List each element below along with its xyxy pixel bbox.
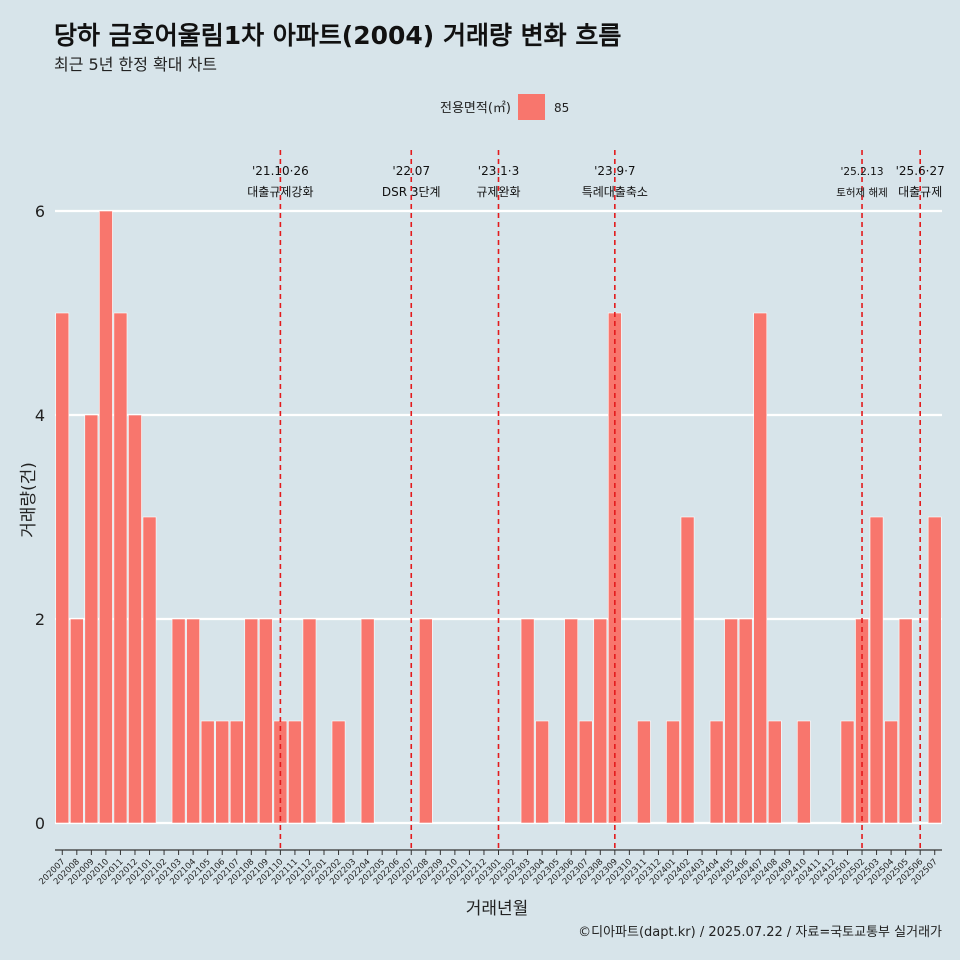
event-date-label: '23.1·3 [478, 164, 519, 178]
y-tick-label: 6 [35, 202, 45, 221]
event-label: 특례대출축소 [582, 185, 648, 199]
bar [128, 414, 142, 824]
y-tick-label: 2 [35, 610, 45, 629]
bar [113, 312, 128, 824]
bar [840, 720, 855, 824]
y-tick-label: 0 [35, 814, 45, 833]
bar [142, 516, 157, 824]
bar [738, 618, 753, 824]
bar [302, 618, 317, 824]
y-tick-label: 4 [35, 406, 45, 425]
event-markers: '21.10·26 대출규제강화 '22.07 DSR 3단계 '23.1·3 규제완화 '… [247, 150, 945, 850]
bar [520, 618, 535, 824]
event-label: 대출규제 [898, 185, 942, 199]
caption: ©디아파트(dapt.kr) / 2025.07.22 / 자료=국토교통부 실… [578, 925, 942, 940]
bar [709, 720, 724, 824]
axes: 2020072020082020092020102020112020122021… [37, 849, 942, 887]
bar [69, 618, 84, 824]
bar [884, 720, 898, 824]
bars [55, 210, 942, 824]
event-label: DSR 3단계 [382, 185, 441, 199]
bar [869, 516, 884, 824]
bar [578, 720, 593, 824]
event-label: 규제완화 [476, 185, 520, 199]
bar [215, 720, 230, 824]
bar [724, 618, 738, 824]
bar [259, 618, 273, 824]
bar [288, 720, 302, 824]
bar [244, 618, 259, 824]
bar [55, 312, 70, 824]
bar [637, 720, 651, 824]
bar [753, 312, 768, 824]
legend-swatch [518, 94, 545, 120]
bar [418, 618, 433, 824]
bar [593, 618, 608, 824]
bar [229, 720, 244, 824]
chart-title: 당하 금호어울림1차 아파트(2004) 거래량 변화 흐름 [54, 21, 621, 50]
bar [535, 720, 549, 824]
bar [680, 516, 695, 824]
bar [898, 618, 913, 824]
y-axis-title: 거래량(건) [19, 462, 39, 538]
event-date-label: '22.07 [392, 164, 430, 178]
bar [564, 618, 579, 824]
bar [99, 210, 113, 824]
event-date-label: '23.9·7 [594, 164, 635, 178]
bar [200, 720, 215, 824]
bar [360, 618, 375, 824]
bar [767, 720, 782, 824]
bar [186, 618, 200, 824]
event-label: 대출규제강화 [247, 185, 313, 199]
legend-label: 85 [554, 101, 569, 115]
bar [797, 720, 811, 824]
bar [666, 720, 680, 824]
legend-title: 전용면적(㎡) [440, 101, 511, 116]
event-date-label: '21.10·26 [252, 164, 309, 178]
bar [171, 618, 186, 824]
event-date-label: '25.2.13 [841, 166, 884, 178]
event-label: 토허제 해제 [836, 186, 888, 199]
x-axis-title: 거래년월 [466, 899, 529, 919]
bar [84, 414, 99, 824]
chart-subtitle: 최근 5년 한정 확대 차트 [54, 55, 217, 74]
bar [331, 720, 346, 824]
bar [927, 516, 942, 824]
event-date-label: '25.6·27 [896, 164, 945, 178]
